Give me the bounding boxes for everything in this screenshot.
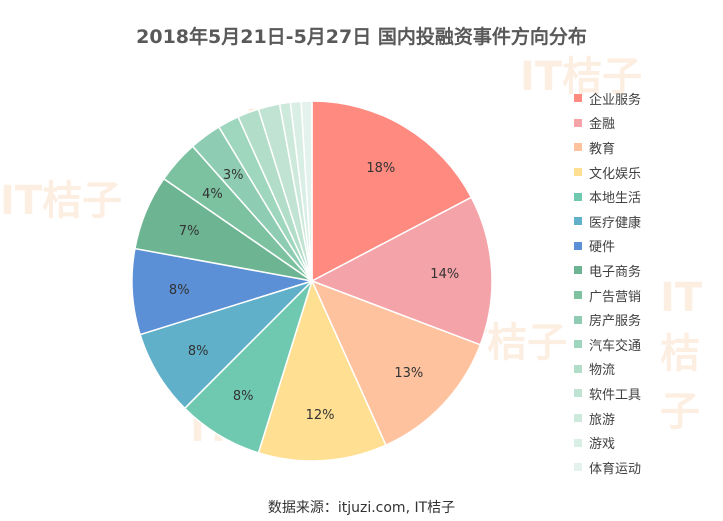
legend-label: 硬件 [589,240,616,256]
legend-swatch [574,364,582,373]
slice-data-label: 12% [306,408,335,423]
legend-swatch [574,192,582,201]
slice-data-label: 8% [188,344,209,359]
slice-data-label: 7% [179,224,200,239]
chart-title: 2018年5月21日-5月27日 国内投融资事件方向分布 [136,26,587,48]
legend-item: 金融 [574,111,714,136]
legend-swatch [574,143,582,152]
watermark-logo: IT桔子 [0,178,123,224]
legend-swatch [574,266,582,275]
legend-label: 汽车交通 [589,338,642,354]
watermark-logo: IT桔子 [520,54,643,100]
legend-label: 企业服务 [589,92,642,108]
legend-label: 广告营销 [589,289,642,305]
pie-slice [257,278,387,462]
legend-label: 软件工具 [589,387,642,403]
slice-data-label: 8% [169,283,190,298]
legend-item: 硬件 [574,234,714,259]
legend-item: 物流 [574,357,714,382]
legend-item: 医疗健康 [574,209,714,234]
watermark-logo: IT桔子 [660,275,703,435]
legend-item: 游戏 [574,430,714,455]
chart-source-note: 数据来源：itjuzi.com, IT桔子 [267,500,456,516]
pie-slice [300,100,313,282]
legend-label: 金融 [589,117,616,133]
pie-slice [311,100,473,283]
legend-item: 本地生活 [574,184,714,209]
slice-data-label: 18% [366,161,395,176]
slice-data-label: 3% [223,168,244,183]
legend-swatch [574,118,582,127]
slice-data-label: 4% [202,187,223,202]
legend-swatch [574,389,582,398]
legend-item: 电子商务 [574,258,714,283]
legend-item: 汽车交通 [574,332,714,357]
legend-item: 教育 [574,135,714,160]
legend-item: 文化娱乐 [574,160,714,185]
legend-swatch [574,217,582,226]
legend-swatch [574,315,582,324]
slice-data-label: 8% [233,389,254,404]
legend-label: 本地生活 [589,191,642,207]
legend-item: 旅游 [574,406,714,431]
legend-item: 软件工具 [574,381,714,406]
legend-item: 企业服务 [574,86,714,111]
legend-label: 物流 [589,363,616,379]
legend-swatch [574,438,582,447]
chart-legend: 企业服务金融教育文化娱乐本地生活医疗健康硬件电子商务广告营销房产服务汽车交通物流… [574,86,714,480]
legend-swatch [574,291,582,300]
legend-swatch [574,340,582,349]
legend-swatch [574,241,582,250]
legend-label: 医疗健康 [589,215,642,231]
pie-slice [310,196,493,346]
slice-data-label: 14% [430,267,459,282]
legend-label: 体育运动 [589,461,642,477]
legend-label: 电子商务 [589,264,642,280]
legend-label: 教育 [589,141,616,157]
legend-item: 广告营销 [574,283,714,308]
legend-item: 房产服务 [574,307,714,332]
legend-label: 文化娱乐 [589,166,642,182]
legend-label: 旅游 [589,412,616,428]
legend-swatch [574,168,582,177]
legend-label: 房产服务 [589,314,642,330]
slice-data-label: 13% [394,366,423,381]
legend-swatch [574,463,582,472]
legend-label: 游戏 [589,437,616,453]
legend-swatch [574,94,582,103]
legend-item: 体育运动 [574,455,714,480]
legend-swatch [574,414,582,423]
pie-slice [310,279,482,447]
